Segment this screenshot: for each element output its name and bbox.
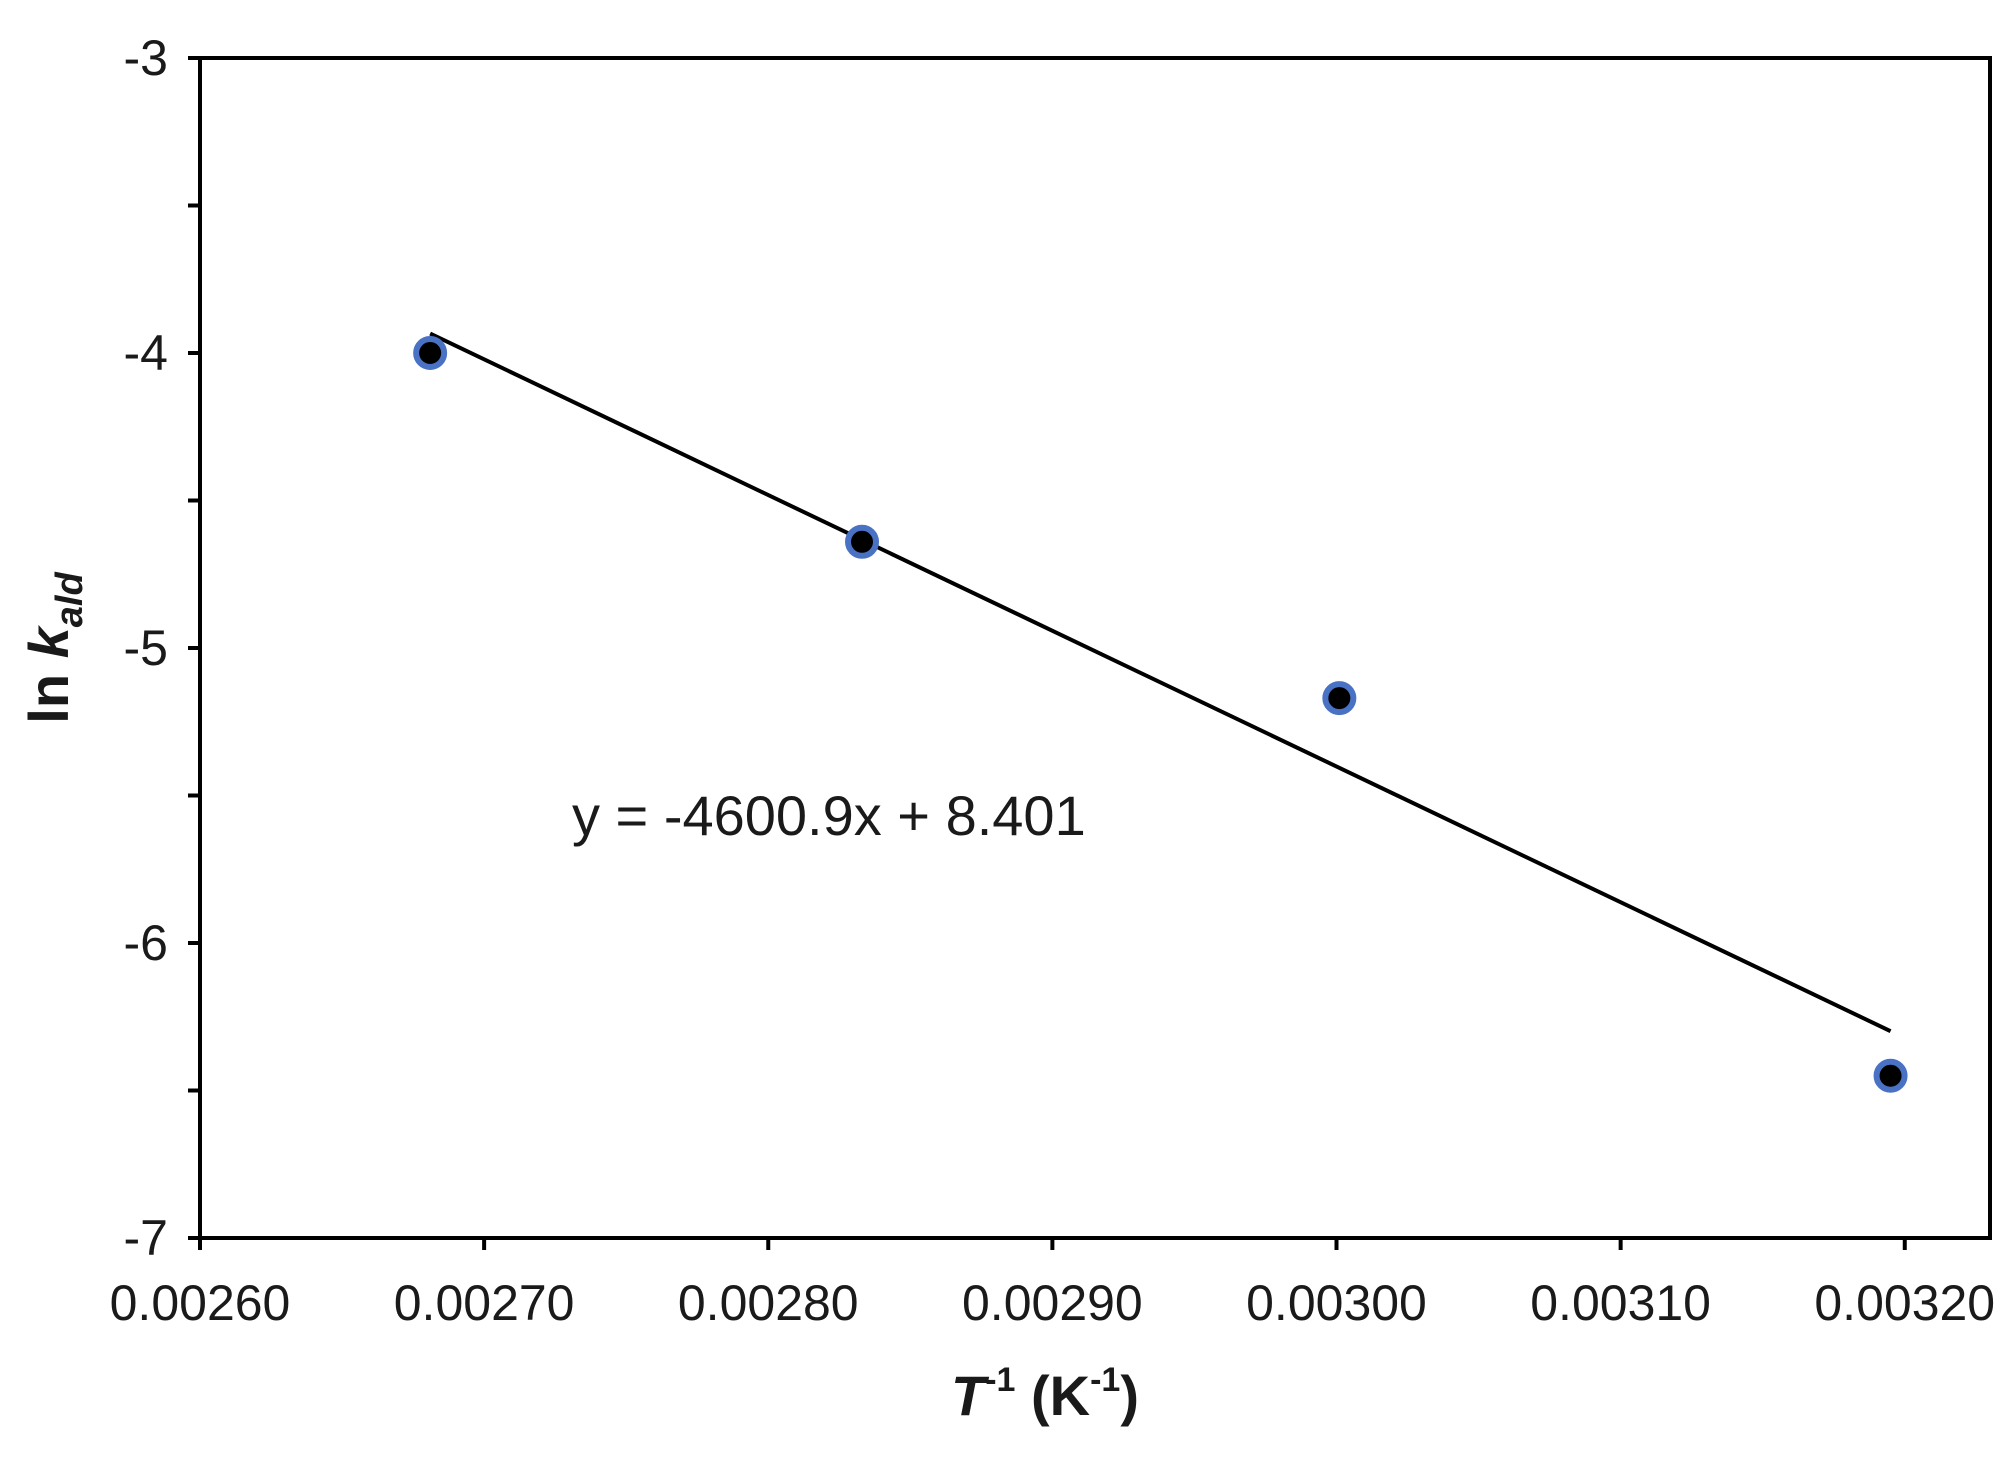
plot-area bbox=[198, 56, 1992, 1240]
data-point bbox=[845, 524, 880, 559]
x-tick-label: 0.00260 bbox=[110, 1275, 291, 1331]
data-points bbox=[413, 336, 1908, 1093]
y-tick-label: -4 bbox=[124, 325, 168, 381]
y-axis-ticks: -7 -6 -5 -4 -3 bbox=[124, 30, 200, 1266]
x-axis-title: T-1 (K-1) bbox=[951, 1361, 1139, 1427]
data-point bbox=[1322, 681, 1357, 716]
x-tick-label: 0.00270 bbox=[394, 1275, 575, 1331]
x-tick-label: 0.00280 bbox=[678, 1275, 859, 1331]
y-tick-label: -7 bbox=[124, 1210, 168, 1266]
data-point bbox=[1873, 1058, 1908, 1093]
x-tick-label: 0.00320 bbox=[1814, 1275, 1995, 1331]
trendline-equation: y = -4600.9x + 8.401 bbox=[572, 784, 1086, 847]
x-tick-label: 0.00290 bbox=[962, 1275, 1143, 1331]
y-axis-title: ln kald bbox=[17, 572, 91, 724]
x-axis-ticks: 0.00260 0.00270 0.00280 0.00290 0.00300 0.003… bbox=[110, 1238, 1995, 1331]
x-tick-label: 0.00300 bbox=[1246, 1275, 1427, 1331]
data-point bbox=[413, 336, 448, 370]
trendline bbox=[429, 331, 1892, 1033]
trendline-group bbox=[429, 331, 1892, 1033]
y-tick-label: -5 bbox=[124, 620, 168, 676]
y-tick-label: -6 bbox=[124, 915, 168, 971]
y-tick-label: -3 bbox=[124, 30, 168, 86]
x-tick-label: 0.00310 bbox=[1530, 1275, 1711, 1331]
